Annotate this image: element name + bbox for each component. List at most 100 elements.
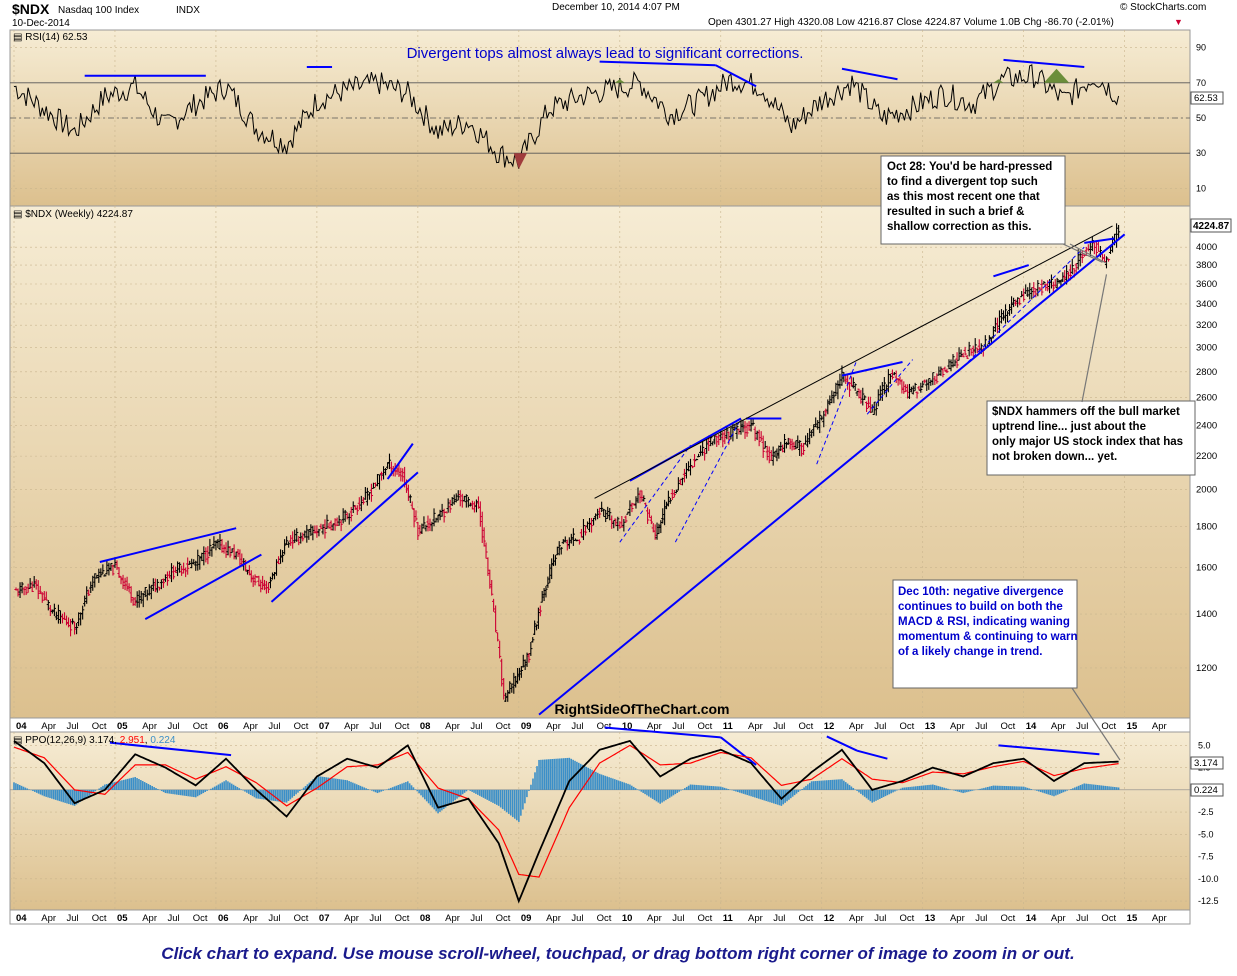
histogram-bar xyxy=(172,789,174,795)
x-axis-tick-label: 09 xyxy=(521,721,532,732)
histogram-bar xyxy=(463,789,466,793)
x-axis-tick-label: Oct xyxy=(799,913,814,924)
ohlc-bar xyxy=(121,574,125,589)
ohlc-bar xyxy=(218,533,222,551)
ohlc-bar xyxy=(430,521,434,532)
x-axis-tick-label: Jul xyxy=(571,913,583,924)
ohlc-bar xyxy=(653,524,657,540)
histogram-bar xyxy=(255,789,258,799)
ohlc-bar xyxy=(874,403,878,416)
histogram-bar xyxy=(750,789,752,797)
note-hammer: $NDX hammers off the bull market uptrend … xyxy=(986,400,1196,476)
histogram-bar xyxy=(340,779,343,790)
ohlc-bar xyxy=(527,653,531,663)
ohlc-bar xyxy=(46,600,50,611)
histogram-bar xyxy=(727,789,730,790)
histogram-bar xyxy=(276,789,278,802)
trendline xyxy=(270,471,419,603)
ohlc-bar xyxy=(773,450,777,457)
ohlc-bar xyxy=(703,448,707,461)
ppo-tick-label: 5.0 xyxy=(1198,740,1211,750)
histogram-bar xyxy=(257,789,260,799)
histogram-bar xyxy=(1043,789,1046,794)
histogram-bar xyxy=(634,788,637,790)
histogram-bar xyxy=(949,789,951,790)
x-axis-tick-label: Jul xyxy=(975,913,987,924)
histogram-bar xyxy=(793,789,796,796)
histogram-bar xyxy=(648,789,650,797)
ohlc-bar xyxy=(303,530,307,538)
note-line: to find a divergent top such xyxy=(887,176,1038,188)
ohlc-bar xyxy=(171,565,176,580)
ohlc-bar xyxy=(347,513,351,525)
ohlc-bar xyxy=(127,583,131,593)
ohlc-bar xyxy=(131,597,135,606)
histogram-bar xyxy=(767,789,769,802)
ohlc-bar xyxy=(618,521,622,529)
histogram-bar xyxy=(835,779,838,790)
histogram-bar xyxy=(329,777,331,790)
histogram-bar xyxy=(1093,784,1095,790)
histogram-bar xyxy=(947,788,949,790)
histogram-bar xyxy=(280,789,282,802)
histogram-bar xyxy=(967,789,970,792)
ohlc-bar xyxy=(563,536,567,543)
ohlc-bar xyxy=(610,515,614,529)
histogram-bar xyxy=(359,785,362,790)
ohlc-bar xyxy=(806,432,810,448)
histogram-bar xyxy=(591,769,593,790)
histogram-bar xyxy=(94,789,97,792)
ohlc-bar xyxy=(1102,254,1107,263)
dashed-trendline xyxy=(816,359,858,465)
ohlc-bar xyxy=(367,492,372,500)
histogram-bar xyxy=(408,783,411,790)
x-axis-tick-label: Jul xyxy=(470,721,482,732)
rsi-tick-label: 30 xyxy=(1196,148,1206,158)
histogram-bar xyxy=(1036,789,1038,791)
ohlc-bar xyxy=(1014,299,1018,306)
histogram-bar xyxy=(164,789,167,794)
ohlc-bar xyxy=(18,582,22,598)
histogram-bar xyxy=(71,789,74,806)
ohlc-bar xyxy=(668,497,672,504)
ohlc-bar xyxy=(640,490,644,502)
ohlc-bar xyxy=(208,538,212,557)
ohlc-bar xyxy=(514,675,518,688)
ohlc-bar xyxy=(52,603,56,617)
histogram-bar xyxy=(685,786,688,790)
histogram-bar xyxy=(461,789,464,795)
ohlc-bar xyxy=(1066,271,1071,280)
rsi-last-value: 62.53 xyxy=(1194,93,1218,104)
x-axis-tick-label: Apr xyxy=(445,913,460,924)
histogram-bar xyxy=(119,780,121,790)
ohlc-bar xyxy=(117,567,121,578)
ohlc-bar xyxy=(680,477,685,486)
ohlc-bar xyxy=(212,536,216,549)
ohlc-bar xyxy=(735,422,739,439)
ohlc-bar xyxy=(523,659,527,671)
histogram-bar xyxy=(905,787,908,790)
ohlc-bar xyxy=(682,468,687,483)
histogram-bar xyxy=(1028,788,1031,790)
price-series-layer xyxy=(14,223,1121,702)
ohlc-bar xyxy=(771,446,775,466)
leader-line xyxy=(1069,243,1107,264)
histogram-bar xyxy=(676,789,679,793)
histogram-bar xyxy=(710,785,713,790)
histogram-bar xyxy=(117,781,119,790)
ohlc-bar xyxy=(38,585,42,594)
ohlc-bar xyxy=(224,542,228,558)
ohlc-bar xyxy=(399,467,403,482)
ohlc-bar xyxy=(632,503,636,506)
histogram-bar xyxy=(706,785,709,790)
ohlc-bar xyxy=(659,520,663,534)
histogram-bar xyxy=(748,789,750,796)
histogram-bar xyxy=(928,784,930,790)
histogram-bar xyxy=(757,789,760,799)
x-axis-tick-label: Oct xyxy=(294,913,309,924)
histogram-bar xyxy=(123,779,125,790)
histogram-bar xyxy=(644,789,646,795)
histogram-bar xyxy=(406,781,409,790)
x-axis-tick-label: Apr xyxy=(849,721,864,732)
